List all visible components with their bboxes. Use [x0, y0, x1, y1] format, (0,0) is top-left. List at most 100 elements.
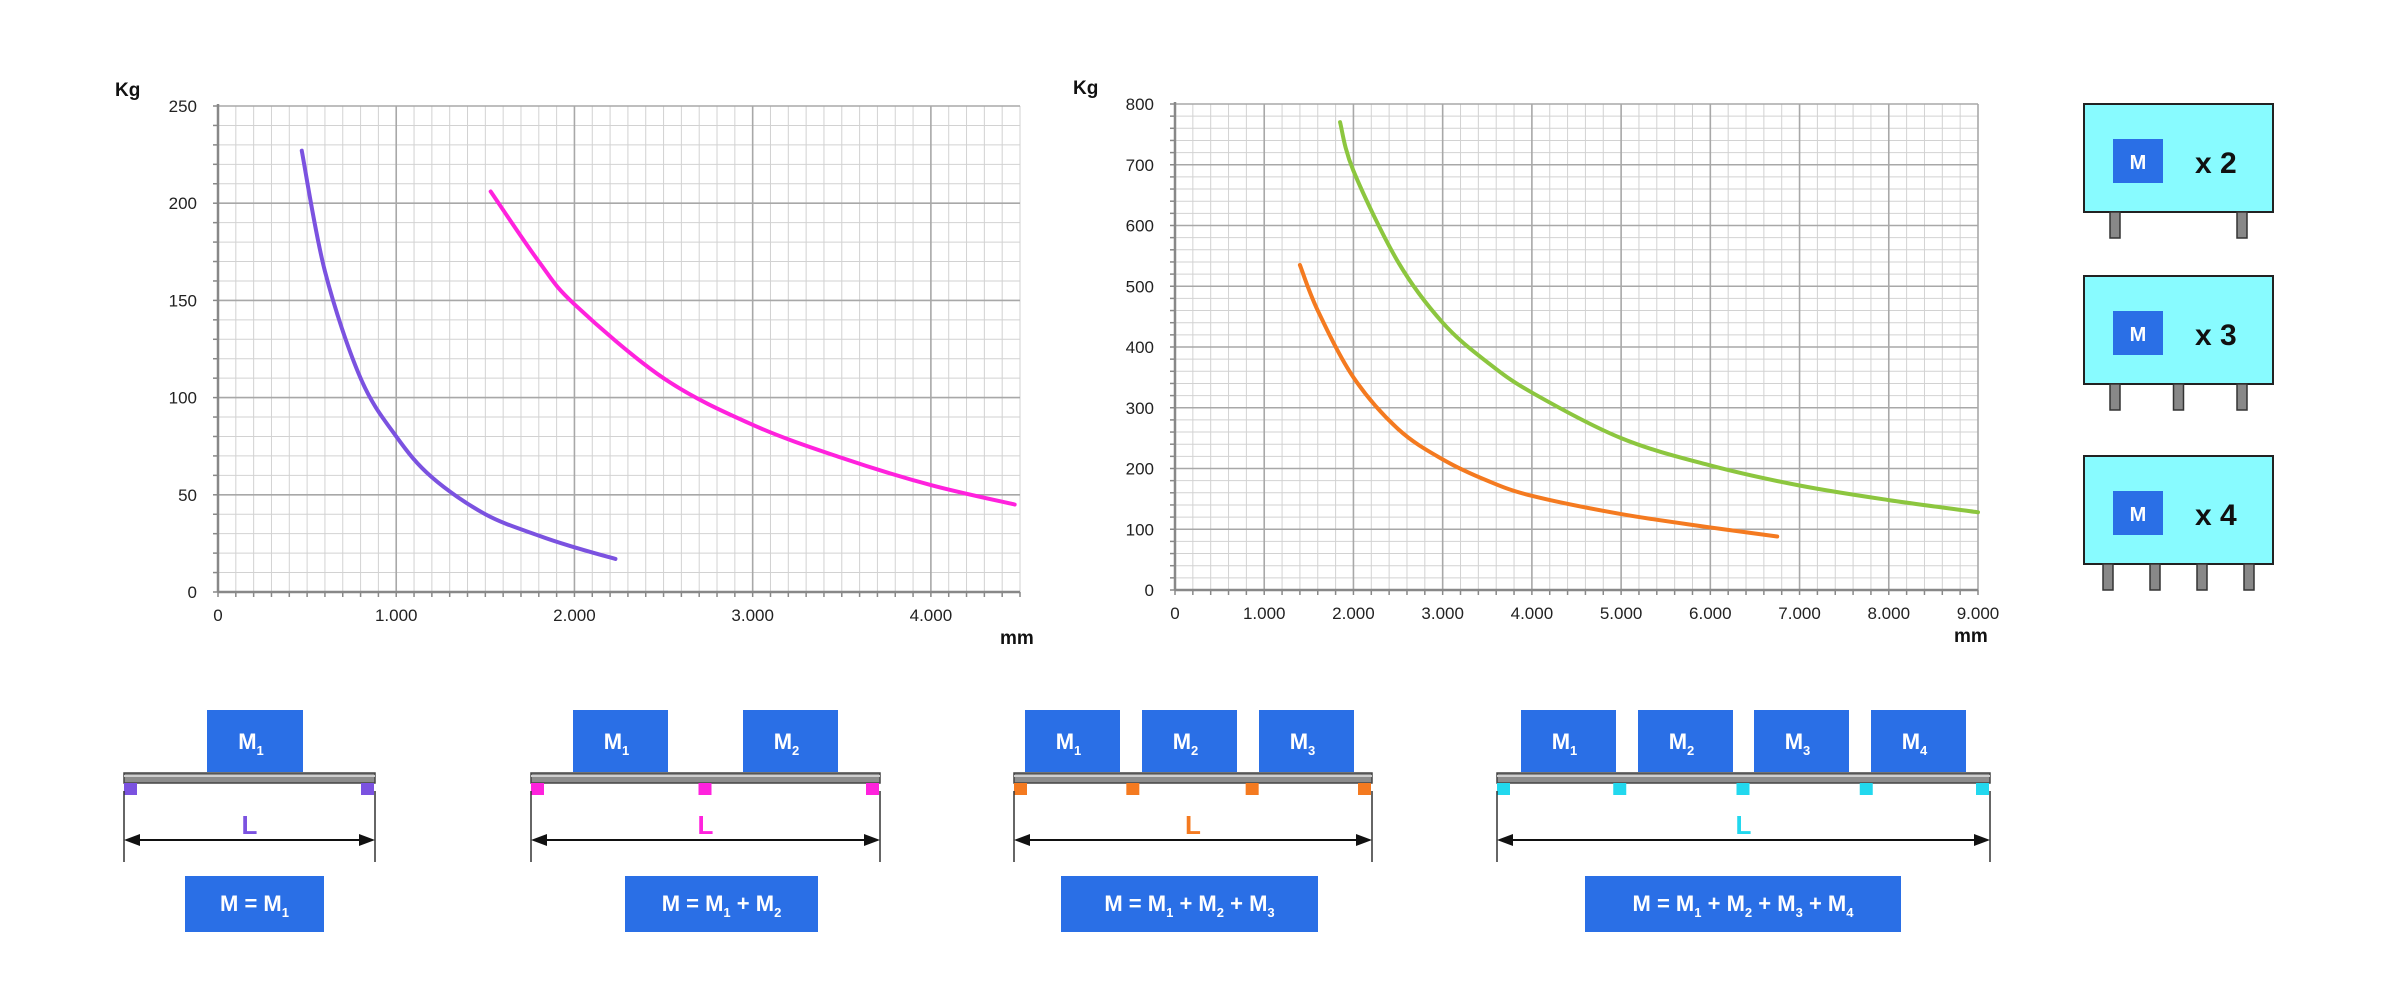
support-leg — [2196, 563, 2208, 591]
span-label: L — [1736, 810, 1752, 840]
formula-block — [1585, 876, 1901, 932]
y-tick-label: 300 — [1126, 399, 1154, 418]
y-tick-label: 0 — [188, 583, 197, 602]
formula-box: M = M1 + M2 — [625, 876, 818, 932]
support — [1126, 783, 1140, 795]
mass-block — [1521, 710, 1616, 772]
y-tick-label: 200 — [1126, 460, 1154, 479]
major-grid — [217, 105, 1020, 593]
beam — [1496, 772, 1991, 784]
mass-block — [1754, 710, 1849, 772]
beam-diagram-2: M1 M2 L M = M1 + M2 — [530, 710, 881, 932]
mass-block — [1025, 710, 1120, 772]
mass-label: M2 — [1669, 729, 1695, 758]
x-tick-label: 8.000 — [1868, 604, 1911, 623]
support — [1014, 783, 1027, 795]
x-tick-label: 1.000 — [375, 606, 418, 625]
x-tick-label: 2.000 — [553, 606, 596, 625]
y-tick-label: 200 — [169, 194, 197, 213]
x-axis-label: mm — [1000, 628, 1034, 649]
y-axis-label: Kg — [115, 80, 140, 101]
y-axis-label: Kg — [1073, 78, 1098, 99]
mass-box-label: M — [2130, 504, 2147, 526]
support-leg — [2243, 563, 2255, 591]
formula-text: M = M1 + M2 + M3 + M4 — [1633, 891, 1855, 920]
mass-label: M1 — [238, 729, 264, 758]
y-tick-label: 700 — [1126, 156, 1154, 175]
x-tick-label: 9.000 — [1957, 604, 2000, 623]
support — [1358, 783, 1371, 795]
mass-label: M4 — [1902, 729, 1928, 758]
support — [698, 783, 712, 795]
mass-1: M1 — [1521, 710, 1616, 772]
formula-box: M = M1 — [185, 876, 324, 932]
arrow-left — [1497, 834, 1513, 846]
formula-block — [185, 876, 324, 932]
y-tick-label: 600 — [1126, 217, 1154, 236]
mass-label: M2 — [1173, 729, 1199, 758]
mass-label: M1 — [604, 729, 630, 758]
arrow-left — [531, 834, 547, 846]
formula-box: M = M1 + M2 + M3 — [1061, 876, 1318, 932]
series-line-2 — [1297, 262, 1780, 539]
y-tick-label: 0 — [1145, 581, 1154, 600]
y-tick-label: 100 — [169, 389, 197, 408]
arrow-right — [359, 834, 375, 846]
mass-label: M3 — [1290, 729, 1316, 758]
mass-block — [1871, 710, 1966, 772]
support — [1736, 783, 1750, 795]
beam-diagram-4: M1 M2 M3 M4 L M = M1 + M2 + M3 + M4 — [1496, 710, 1991, 932]
support-leg — [2149, 563, 2161, 591]
formula-block — [1061, 876, 1318, 932]
arrow-right — [1356, 834, 1372, 846]
y-tick-label: 500 — [1126, 277, 1154, 296]
mass-2: M2 — [1142, 710, 1237, 772]
support-leg — [2109, 211, 2121, 239]
y-tick-label: 150 — [169, 291, 197, 310]
minor-grid — [217, 105, 1021, 593]
x-tick-label: 5.000 — [1600, 604, 1643, 623]
arrow-left — [124, 834, 140, 846]
support — [1859, 783, 1873, 795]
mass-box-label: M — [2130, 152, 2147, 174]
x-tick-label: 0 — [1170, 604, 1179, 623]
multiplier-label: x 4 — [2195, 499, 2237, 532]
mass-1: M1 — [573, 710, 668, 772]
mass-block — [1638, 710, 1733, 772]
support-leg — [2172, 383, 2185, 411]
mass-label: M1 — [1552, 729, 1578, 758]
mass-block — [743, 710, 838, 772]
support — [124, 783, 137, 795]
x-tick-label: 2.000 — [1332, 604, 1375, 623]
mass-label: M3 — [1785, 729, 1811, 758]
x-tick-label: 3.000 — [1421, 604, 1464, 623]
beam — [1013, 772, 1373, 784]
x-tick-label: 1.000 — [1243, 604, 1286, 623]
series-line-2 — [488, 189, 1017, 507]
mass-box — [2113, 139, 2163, 183]
mass-label: M2 — [774, 729, 800, 758]
support — [866, 783, 879, 795]
y-tick-label: 100 — [1126, 520, 1154, 539]
span-label: L — [242, 810, 258, 840]
x-tick-label: 0 — [213, 606, 222, 625]
x-tick-label: 4.000 — [1511, 604, 1554, 623]
mass-1: M1 — [1025, 710, 1120, 772]
multiplier-label: x 3 — [2195, 319, 2237, 352]
mass-3: M3 — [1754, 710, 1849, 772]
support — [1976, 783, 1989, 795]
y-tick-label: 800 — [1126, 95, 1154, 114]
series-line-1 — [1338, 120, 1980, 515]
span-label: L — [698, 810, 714, 840]
support — [1245, 783, 1259, 795]
beam — [123, 772, 376, 784]
config-block — [2083, 275, 2274, 385]
support-leg — [2102, 563, 2114, 591]
x-tick-label: 3.000 — [731, 606, 774, 625]
mass-block — [1259, 710, 1354, 772]
beam-diagram-3: M1 M2 M3 L M = M1 + M2 + M3 — [1013, 710, 1373, 932]
